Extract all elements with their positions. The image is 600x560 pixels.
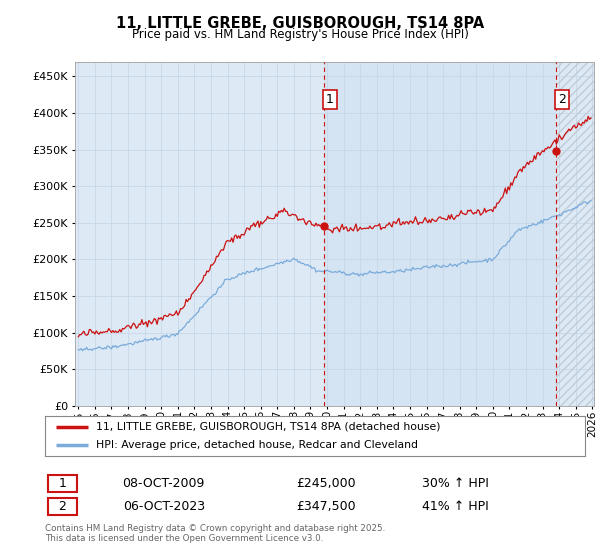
Text: 41% ↑ HPI: 41% ↑ HPI: [422, 500, 489, 514]
Text: £347,500: £347,500: [296, 500, 356, 514]
Bar: [48, 475, 77, 492]
Text: 08-OCT-2009: 08-OCT-2009: [122, 477, 205, 490]
Bar: [323, 62, 556, 406]
Text: £245,000: £245,000: [296, 477, 356, 490]
Bar: [48, 498, 77, 515]
Text: Price paid vs. HM Land Registry's House Price Index (HPI): Price paid vs. HM Land Registry's House …: [131, 28, 469, 41]
Text: HPI: Average price, detached house, Redcar and Cleveland: HPI: Average price, detached house, Redc…: [96, 440, 418, 450]
Text: 30% ↑ HPI: 30% ↑ HPI: [422, 477, 489, 490]
Text: 11, LITTLE GREBE, GUISBOROUGH, TS14 8PA (detached house): 11, LITTLE GREBE, GUISBOROUGH, TS14 8PA …: [96, 422, 441, 432]
Text: 1: 1: [326, 93, 334, 106]
Text: 1: 1: [58, 477, 66, 490]
Bar: [556, 62, 600, 406]
Text: 06-OCT-2023: 06-OCT-2023: [123, 500, 205, 514]
Bar: [556, 62, 600, 406]
Text: 2: 2: [558, 93, 566, 106]
Text: 11, LITTLE GREBE, GUISBOROUGH, TS14 8PA: 11, LITTLE GREBE, GUISBOROUGH, TS14 8PA: [116, 16, 484, 31]
Text: 2: 2: [58, 500, 66, 514]
Text: Contains HM Land Registry data © Crown copyright and database right 2025.
This d: Contains HM Land Registry data © Crown c…: [45, 524, 385, 543]
